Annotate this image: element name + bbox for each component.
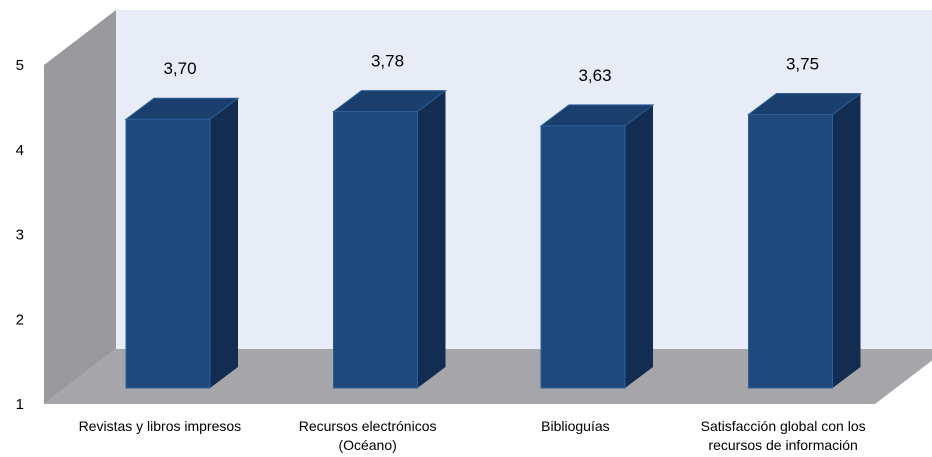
y-tick-label: 5 — [16, 57, 24, 74]
category-label: Recursos electrónicos — [299, 418, 437, 434]
bars — [124, 90, 862, 389]
category-label: Biblioguías — [541, 418, 610, 434]
y-tick-label: 1 — [16, 396, 24, 413]
x-axis: Revistas y libros impresos Recursos elect… — [79, 418, 866, 453]
bar-side — [417, 90, 446, 388]
bar — [539, 104, 655, 389]
bar-side — [210, 98, 238, 388]
bar-front — [748, 113, 833, 389]
back-wall — [116, 10, 932, 349]
data-label: 3,70 — [163, 59, 196, 78]
bar-front — [125, 118, 211, 389]
bar-side — [625, 104, 653, 388]
bar-front — [333, 111, 418, 389]
bar — [747, 92, 862, 389]
bar-front — [540, 125, 626, 389]
category-label: Revistas y libros impresos — [79, 418, 242, 434]
data-label: 3,75 — [786, 54, 819, 73]
category-label: recursos de información — [708, 437, 857, 453]
y-axis: 1 2 3 4 5 — [16, 57, 24, 413]
y-tick-label: 2 — [16, 311, 24, 328]
chart-walls — [44, 10, 932, 404]
data-label: 3,63 — [578, 66, 611, 85]
bar — [332, 90, 447, 389]
chart-floor — [44, 349, 932, 404]
category-label: (Océano) — [338, 437, 396, 453]
bar — [124, 97, 240, 389]
category-label: Satisfacción global con los — [701, 418, 866, 434]
y-tick-label: 3 — [16, 227, 24, 244]
side-wall — [44, 10, 116, 404]
y-tick-label: 4 — [16, 142, 24, 159]
data-labels: 3,70 3,78 3,63 3,75 — [163, 52, 819, 85]
data-label: 3,78 — [371, 52, 404, 71]
bar-side — [832, 93, 861, 388]
